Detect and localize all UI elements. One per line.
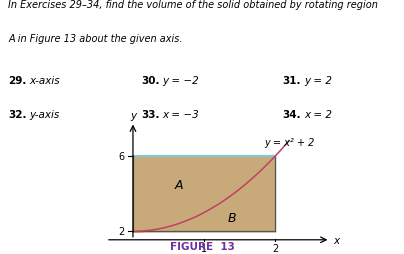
Text: x = 2: x = 2 xyxy=(304,110,332,120)
Text: 2: 2 xyxy=(272,243,278,253)
Text: 33.: 33. xyxy=(141,110,160,120)
Text: y = −2: y = −2 xyxy=(162,76,199,86)
Text: A: A xyxy=(175,178,183,191)
Text: 30.: 30. xyxy=(141,76,160,86)
Text: 1: 1 xyxy=(201,243,207,253)
Text: In Exercises 29–34, find the volume of the solid obtained by rotating region: In Exercises 29–34, find the volume of t… xyxy=(8,0,378,10)
Text: 34.: 34. xyxy=(283,110,301,120)
Text: 32.: 32. xyxy=(8,110,27,120)
Text: y: y xyxy=(130,110,136,120)
Text: 31.: 31. xyxy=(283,76,301,86)
Text: B: B xyxy=(228,211,237,224)
Text: A in Figure 13 about the given axis.: A in Figure 13 about the given axis. xyxy=(8,34,183,44)
Text: 29.: 29. xyxy=(8,76,26,86)
Text: x-axis: x-axis xyxy=(29,76,60,86)
Text: y = x² + 2: y = x² + 2 xyxy=(264,137,315,147)
Text: FIGURE  13: FIGURE 13 xyxy=(170,242,234,251)
Text: y-axis: y-axis xyxy=(29,110,59,120)
Text: y = 2: y = 2 xyxy=(304,76,332,86)
Text: 2: 2 xyxy=(118,227,124,236)
Text: 6: 6 xyxy=(118,152,124,162)
Text: x: x xyxy=(333,235,339,245)
Text: x = −3: x = −3 xyxy=(162,110,199,120)
